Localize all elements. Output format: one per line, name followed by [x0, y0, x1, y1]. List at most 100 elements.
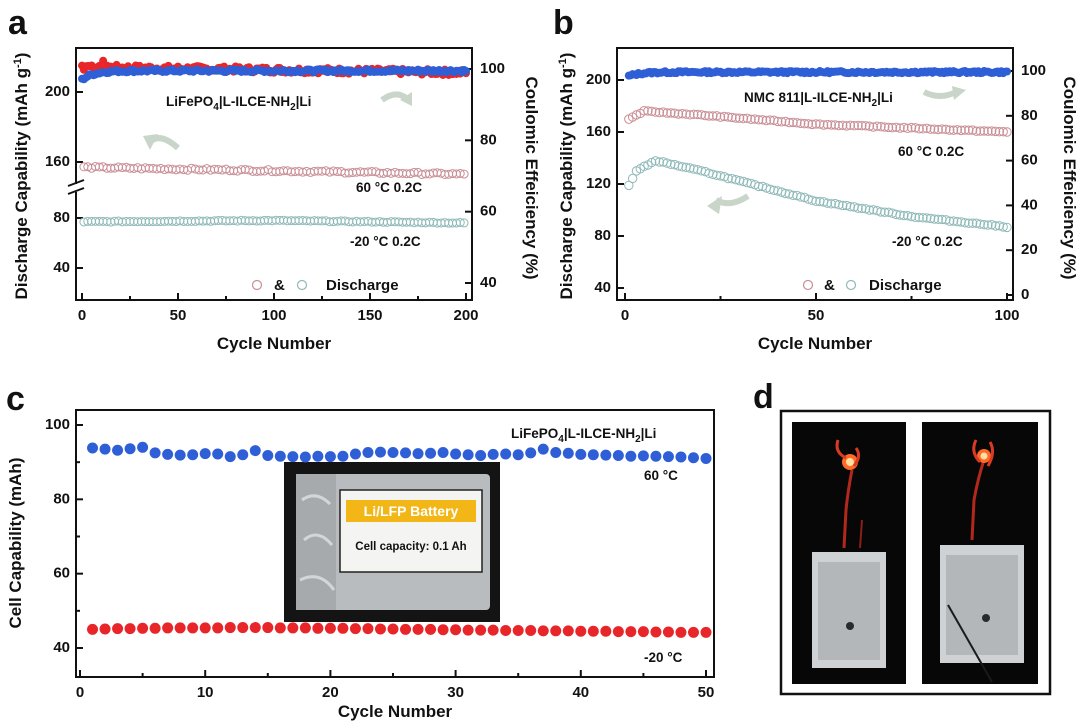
cell-point-60c: [562, 447, 574, 459]
capacity-point-m20c-b: [822, 198, 833, 208]
arrow-right-b: [922, 89, 958, 99]
y-tick-label-b: 200: [586, 71, 611, 88]
capacity-point-60c-b: [883, 122, 894, 133]
capacity-point-60c-b: [838, 120, 848, 130]
cell-point-60c: [600, 449, 612, 461]
cell-point-m20c: [537, 625, 549, 637]
cell-point-60c: [199, 448, 211, 460]
capacity-point-60c-b: [929, 124, 940, 134]
hole-right: [982, 614, 990, 622]
y-tick-label-a: 80: [53, 209, 70, 226]
cell-point-60c: [500, 448, 512, 460]
cell-point-60c: [412, 448, 424, 460]
x-tick-labels-b: 0 50 100: [621, 307, 1020, 324]
cell-point-60c: [337, 450, 349, 462]
capacity-point-m20c-b: [998, 222, 1008, 232]
plot-frame-b: [616, 47, 1014, 301]
capacity-point-m20c-b: [673, 161, 684, 171]
capacity-point-60c-b: [964, 125, 974, 135]
cell-point-60c: [149, 447, 161, 459]
capacity-point-m20c-b: [960, 218, 970, 228]
cell-point-m20c: [587, 625, 599, 637]
cell-point-m20c: [412, 623, 424, 635]
photo-right-d: [922, 422, 1038, 684]
cell-point-60c: [87, 442, 99, 454]
cell-point-m20c: [475, 624, 487, 636]
cell-point-m20c: [500, 625, 512, 637]
capacity-point-60c-b: [719, 111, 730, 122]
capacity-point-60c-b: [941, 124, 951, 135]
legend-discharge-a: Discharge: [326, 277, 399, 294]
capacity-point-m20c-b: [941, 215, 951, 225]
cell-point-60c: [425, 447, 437, 459]
legend-amp-a: &: [274, 277, 285, 294]
cell-point-m20c: [149, 622, 161, 634]
wire-right: [970, 459, 986, 541]
capacity-point-60c-b: [746, 114, 756, 125]
x-tick-label-c: 30: [447, 684, 464, 701]
cell-point-60c: [587, 449, 599, 461]
legend-b: & Discharge: [802, 277, 942, 294]
capacity-point-m20c-b: [983, 220, 993, 230]
cell-point-60c: [400, 447, 412, 459]
y-tick-labels-a: 40 80 160 200: [45, 83, 70, 276]
tick-marks-c: [76, 424, 707, 677]
capacity-point-m20c-b: [666, 159, 676, 170]
capacity-point-60c-b: [715, 112, 726, 122]
capacity-point-m20c-b: [933, 214, 943, 225]
x-tick-label-a: 50: [170, 307, 187, 324]
cell-point-m20c: [224, 622, 236, 634]
cell-point-60c: [362, 447, 374, 459]
legend-amp-b: &: [824, 277, 835, 294]
legend-marker-pink-b: [802, 279, 814, 291]
y-tick-labels-b: 40 80 120 160 200: [586, 71, 611, 296]
capacity-point-m20c-b: [922, 213, 932, 223]
inset-label-bar: [346, 500, 476, 522]
x-tick-label-b: 50: [808, 307, 825, 324]
y-right-tick-label-b: 100: [1021, 62, 1046, 79]
cell-point-60c: [525, 447, 537, 459]
cell-point-60c: [112, 444, 124, 456]
capacity-point-m20c-b: [902, 211, 913, 221]
capacity-point-60c-b: [689, 109, 699, 120]
x-axis-title-c: Cycle Number: [338, 702, 453, 721]
cell-point-60c: [512, 449, 524, 461]
capacity-point-60c-b: [826, 120, 836, 130]
cell-point-m20c: [299, 622, 311, 634]
cell-point-m20c: [137, 622, 149, 634]
y-right-tick-label-b: 0: [1021, 286, 1029, 303]
capacity-point-m20c-b: [639, 161, 649, 172]
photo-left-d: [792, 422, 906, 684]
plot-frame-c: [75, 409, 715, 678]
cell-point-60c: [687, 452, 699, 464]
cell-point-60c: [550, 447, 562, 459]
capacity-point-60c-b: [960, 125, 970, 135]
cell-point-60c: [537, 443, 549, 455]
capacity-point-60c-b: [906, 122, 917, 133]
capacity-point-60c-b: [990, 126, 1001, 137]
capacity-point-m20c-b: [971, 218, 982, 228]
cell-point-m20c: [212, 622, 224, 634]
capacity-point-m20c-b: [681, 162, 691, 173]
capacity-point-60c-b: [792, 118, 802, 128]
y-right-tick-label-b: 80: [1021, 107, 1038, 124]
capacity-point-m20c-b: [857, 203, 867, 214]
y-tick-label-a: 40: [53, 259, 70, 276]
x-tick-label-c: 40: [572, 684, 589, 701]
y-right-tick-label-b: 20: [1021, 241, 1038, 258]
hole-left: [846, 622, 854, 630]
cell-point-m20c: [87, 623, 99, 635]
capacity-point-60c-b: [723, 112, 733, 122]
cell-point-60c: [224, 451, 236, 463]
cell-point-60c: [287, 451, 299, 463]
cell-point-m20c: [600, 625, 612, 637]
capacity-point-m20c-b: [815, 196, 825, 207]
y-tick-label-a: 160: [45, 153, 70, 170]
capacity-point-60c-b: [815, 119, 825, 129]
capacity-point-60c-b: [910, 123, 921, 133]
capacity-point-60c-b: [799, 118, 810, 129]
cell-point-60c: [349, 448, 361, 460]
data-points-b: [624, 67, 1012, 233]
cell-point-60c: [675, 451, 687, 463]
